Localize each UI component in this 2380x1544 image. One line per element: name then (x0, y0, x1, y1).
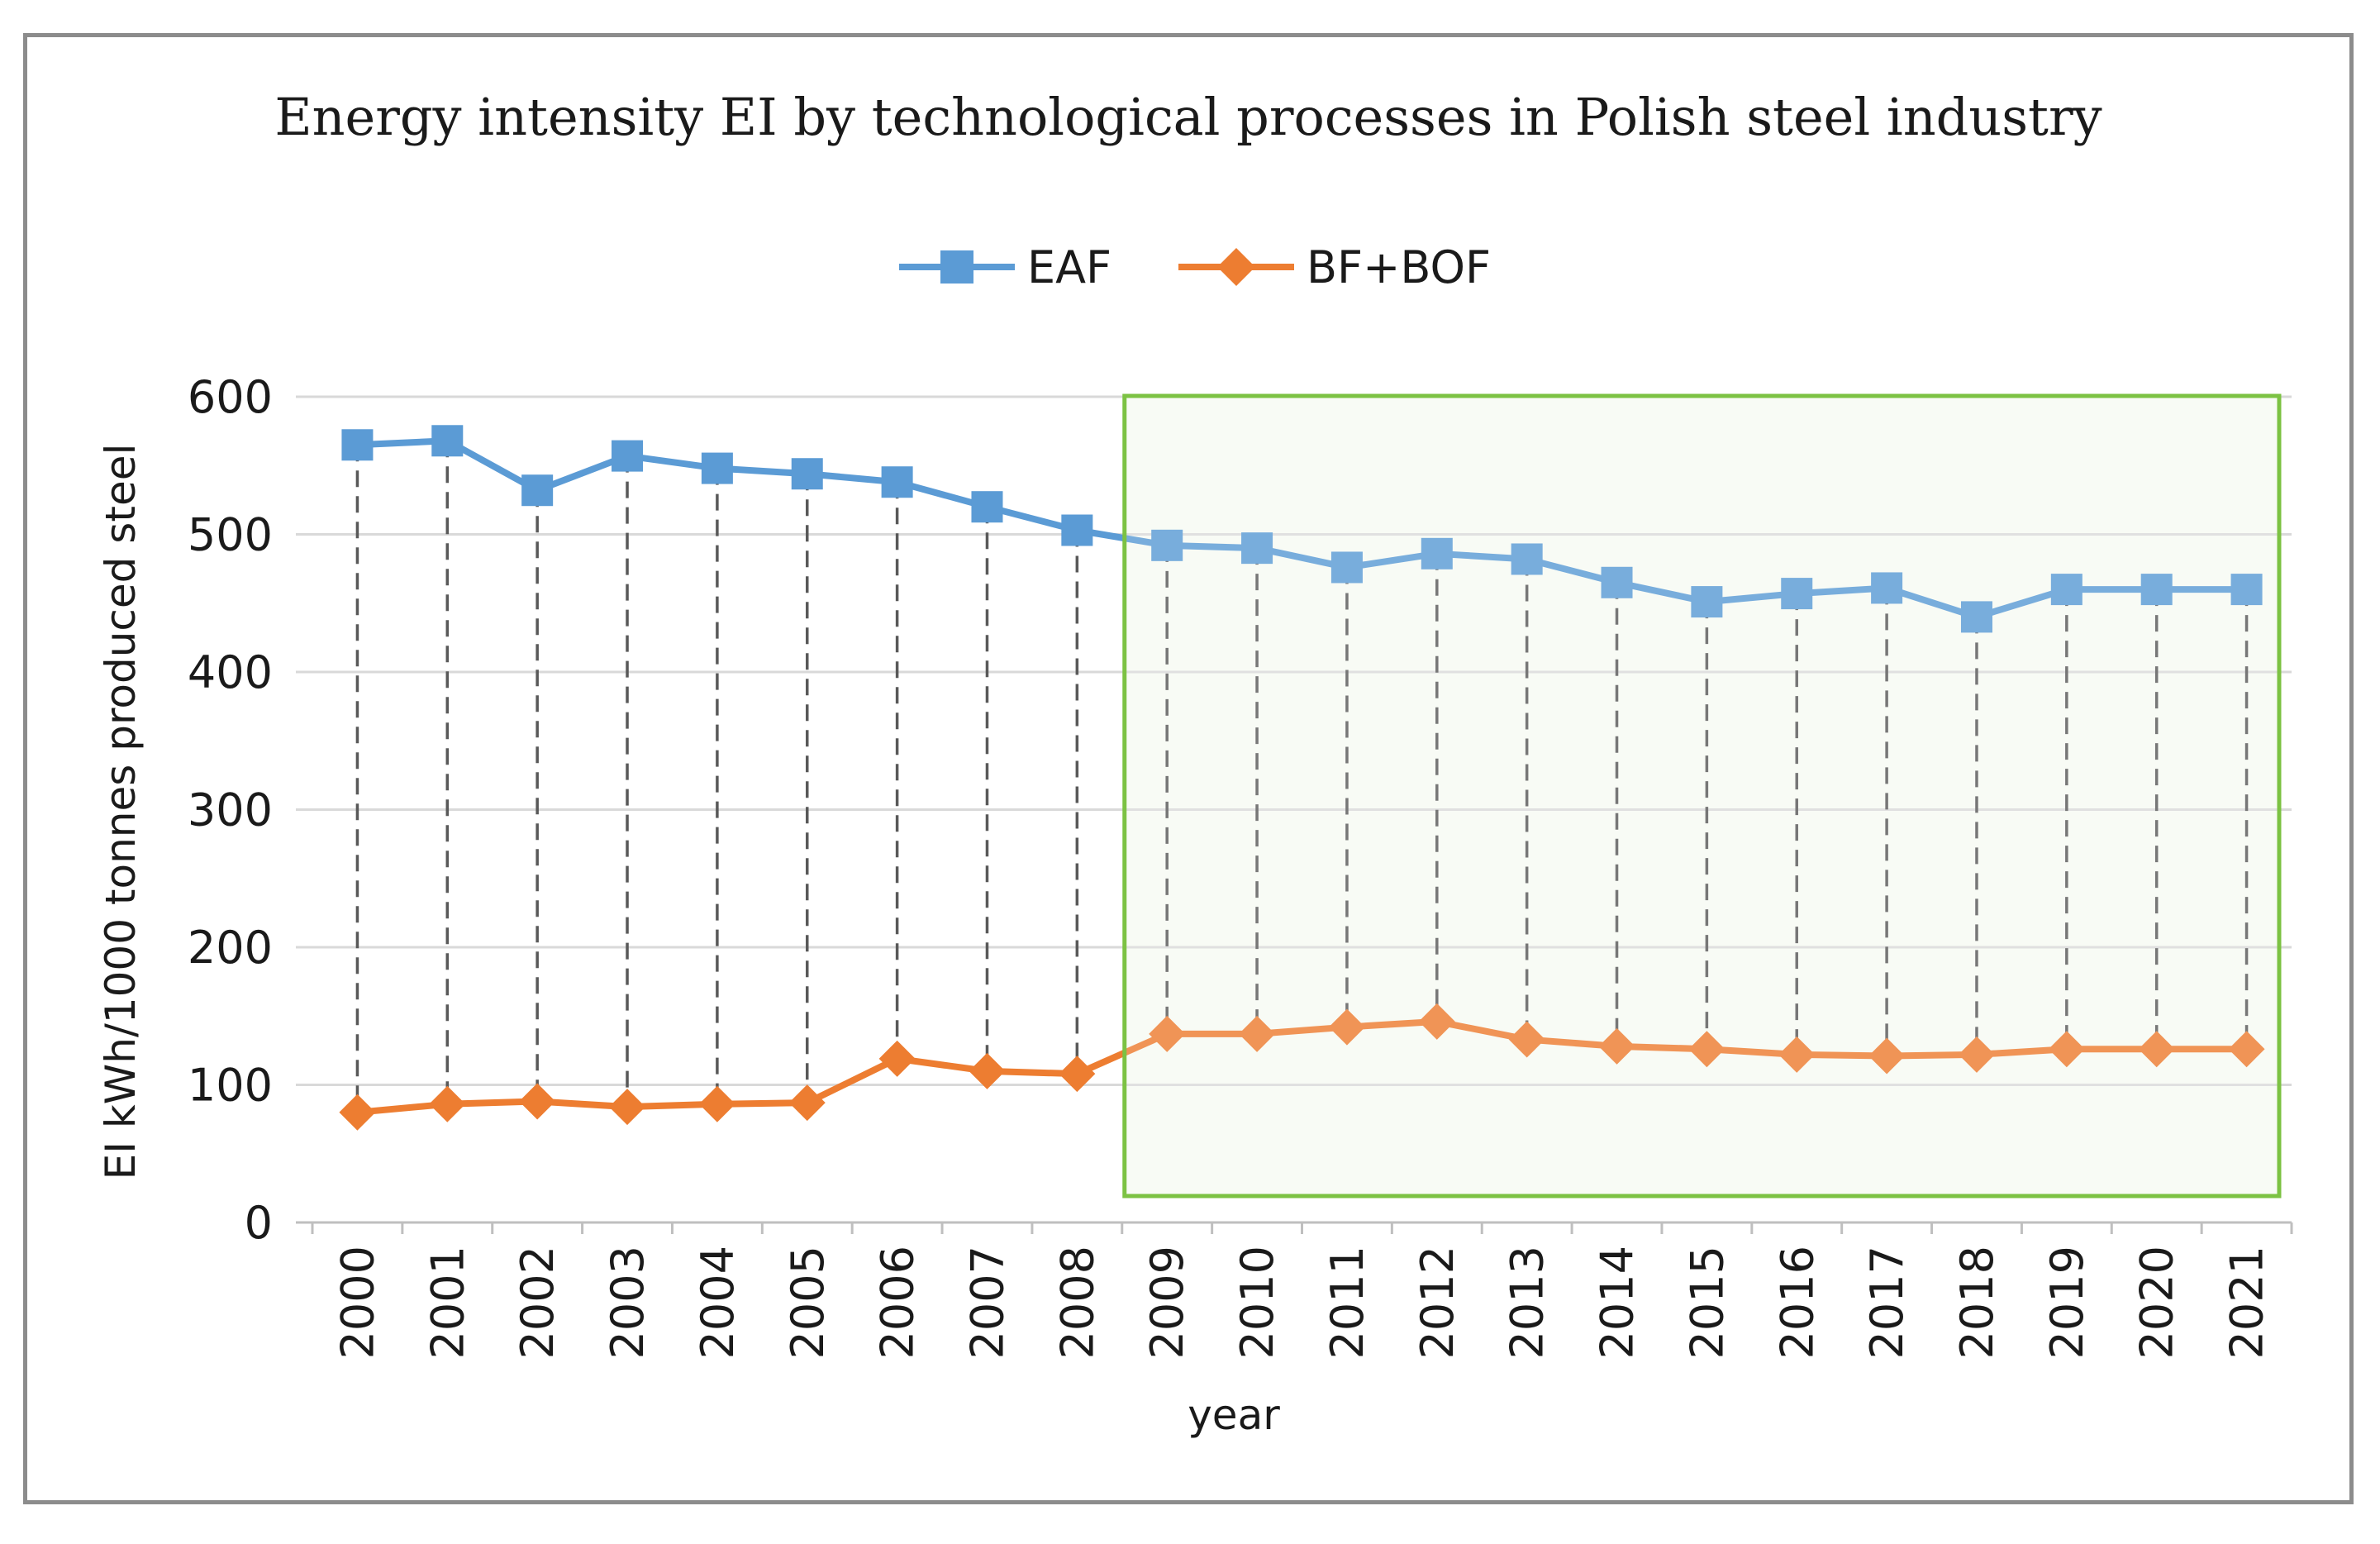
x-tick-label-2002: 2002 (512, 1246, 564, 1359)
marker-bf-bof-2001 (429, 1085, 466, 1122)
legend: EAF BF+BOF (899, 241, 1491, 293)
x-tick-label-2013: 2013 (1502, 1246, 1554, 1359)
chart-title: Energy intensity EI by technological pro… (274, 87, 2102, 147)
marker-eaf-2019 (2050, 574, 2082, 606)
marker-bf-bof-2007 (969, 1052, 1006, 1089)
highlight-border-rect (1122, 393, 2282, 1199)
x-tick-label-2016: 2016 (1771, 1246, 1823, 1359)
x-tick-label-2004: 2004 (692, 1246, 744, 1359)
marker-eaf-2020 (2140, 574, 2173, 606)
marker-bf-bof-2004 (698, 1085, 735, 1122)
marker-bf-bof-2013 (1508, 1021, 1545, 1058)
x-tick-label-2005: 2005 (782, 1246, 834, 1359)
series-line-bf-bof (357, 1017, 2247, 1116)
marker-eaf-2015 (1691, 586, 1723, 618)
y-tick-label-400: 400 (188, 646, 273, 698)
x-tick-label-2014: 2014 (1592, 1246, 1644, 1359)
highlight-region (1124, 396, 2279, 1196)
marker-eaf-2009 (1151, 529, 1183, 561)
marker-bf-bof-2021 (2228, 1031, 2265, 1068)
line-chart: Energy intensity EI by technological pro… (97, 87, 2293, 1439)
marker-eaf-2007 (971, 491, 1003, 523)
marker-bf-bof-2008 (1059, 1056, 1096, 1093)
marker-bf-bof-2016 (1778, 1036, 1816, 1073)
marker-eaf-2002 (521, 474, 554, 507)
marker-eaf-2006 (881, 466, 913, 498)
marker-eaf-2011 (1330, 551, 1363, 584)
y-tick-label-600: 600 (188, 371, 273, 423)
x-tick-labels: 2000 2001 2002 2003 2004 2005 2006 2007 2008 2009… (331, 1246, 2273, 1359)
y-tick-label-200: 200 (188, 922, 273, 974)
x-tick-label-2007: 2007 (961, 1246, 1013, 1359)
x-tick-label-2018: 2018 (1951, 1246, 2003, 1359)
legend-marker-bf-bof (1217, 248, 1255, 286)
y-tick-labels: 0 100 200 300 400 500 600 (188, 371, 273, 1249)
x-tick-label-2015: 2015 (1681, 1246, 1733, 1359)
marker-eaf-2010 (1241, 532, 1273, 565)
marker-bf-bof-2014 (1598, 1027, 1635, 1065)
marker-eaf-2000 (341, 429, 374, 461)
y-axis-label: EI kWh/1000 tonnes produced steel (97, 444, 145, 1180)
x-tick-label-2009: 2009 (1141, 1246, 1193, 1359)
x-tick-label-2012: 2012 (1411, 1246, 1464, 1359)
x-tick-label-2003: 2003 (602, 1246, 654, 1359)
marker-eaf-2021 (2230, 574, 2263, 606)
drop-lines (355, 441, 2249, 1113)
marker-eaf-2017 (1871, 572, 1903, 604)
marker-bf-bof-2006 (878, 1040, 916, 1077)
marker-bf-bof-2020 (2138, 1031, 2175, 1068)
marker-eaf-2013 (1511, 543, 1543, 575)
x-tick-label-2000: 2000 (331, 1246, 383, 1359)
series (339, 396, 2279, 1196)
y-tick-label-500: 500 (188, 509, 273, 561)
marker-eaf-2001 (431, 425, 464, 457)
y-tick-label-0: 0 (245, 1197, 273, 1249)
x-tick-label-2001: 2001 (421, 1246, 474, 1359)
marker-eaf-2018 (1960, 601, 1992, 633)
marker-bf-bof-2003 (609, 1089, 646, 1126)
marker-eaf-2012 (1421, 537, 1453, 569)
marker-bf-bof-2018 (1958, 1036, 1995, 1073)
x-tick-label-2017: 2017 (1861, 1246, 1913, 1359)
marker-bf-bof-2010 (1239, 1015, 1276, 1052)
chart-frame: Energy intensity EI by technological pro… (23, 33, 2354, 1504)
legend-label-eaf: EAF (1027, 241, 1111, 293)
marker-eaf-2004 (701, 452, 733, 484)
x-tick-label-2011: 2011 (1321, 1246, 1373, 1359)
x-tick-label-2006: 2006 (872, 1246, 924, 1359)
x-axis-label: year (1188, 1391, 1280, 1439)
marker-bf-bof-2005 (788, 1084, 826, 1122)
x-tick-label-2010: 2010 (1231, 1246, 1283, 1359)
marker-eaf-2005 (791, 458, 823, 490)
x-tick-label-2008: 2008 (1051, 1246, 1103, 1359)
highlight-wash (1124, 396, 2279, 1196)
legend-label-bf-bof: BF+BOF (1307, 241, 1491, 293)
marker-eaf-2016 (1781, 578, 1813, 610)
marker-eaf-2014 (1601, 566, 1633, 598)
marker-bf-bof-2019 (2048, 1031, 2085, 1068)
marker-bf-bof-2017 (1868, 1037, 1906, 1075)
marker-bf-bof-2012 (1418, 1003, 1455, 1040)
marker-eaf-2008 (1061, 514, 1093, 546)
x-tick-label-2021: 2021 (2221, 1246, 2273, 1359)
series-line-eaf (357, 437, 2247, 621)
x-tick-label-2019: 2019 (2041, 1246, 2093, 1359)
y-tick-label-300: 300 (188, 784, 273, 836)
x-tick-label-2020: 2020 (2131, 1246, 2183, 1359)
marker-eaf-2003 (612, 440, 644, 472)
legend-marker-eaf (940, 250, 973, 284)
axes (296, 1221, 2293, 1234)
marker-bf-bof-2009 (1149, 1015, 1186, 1052)
marker-bf-bof-2011 (1328, 1008, 1365, 1046)
highlight-fill (1124, 396, 2279, 1196)
marker-bf-bof-2015 (1688, 1031, 1726, 1068)
marker-bf-bof-2002 (519, 1083, 556, 1120)
y-tick-label-100: 100 (188, 1060, 273, 1112)
highlight-border (1122, 393, 2282, 1199)
marker-bf-bof-2000 (339, 1094, 376, 1131)
